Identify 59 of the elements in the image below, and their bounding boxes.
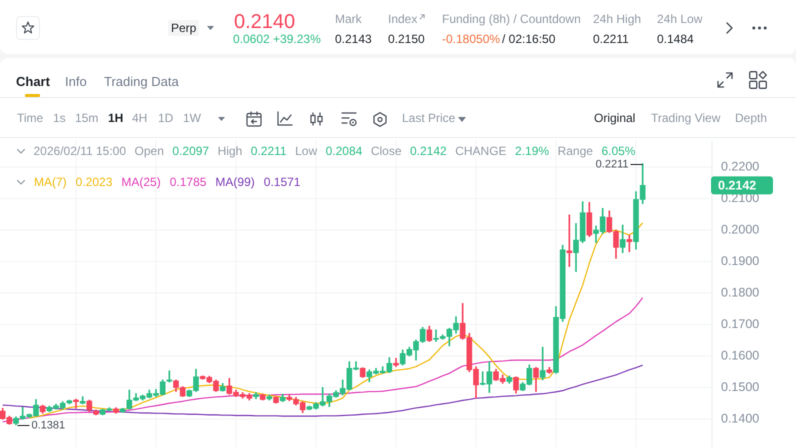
y-tick-label: 0.2200 [721, 160, 760, 174]
annotation: 0.2211 [596, 158, 628, 171]
y-tick-label: 0.1600 [721, 348, 760, 362]
text: Trading Data [104, 74, 179, 90]
text: 15m [75, 111, 98, 126]
text: MA(7) [34, 175, 67, 189]
text: 24h Low [657, 12, 702, 26]
annotation: 0.1571 [264, 175, 300, 189]
text: MA(25) [121, 175, 161, 189]
text: MA(99) [215, 175, 255, 189]
text: 0.2150 [388, 32, 425, 46]
text: Last Price [402, 111, 456, 126]
text: Chart [16, 74, 50, 90]
text: Perp [168, 20, 200, 36]
y-tick-label: 0.1400 [721, 411, 760, 426]
text: 0.2140 [234, 10, 296, 34]
annotation: Open [134, 144, 164, 158]
annotation: 0.1381 [32, 420, 66, 432]
text: 24h High [593, 12, 642, 26]
y-tick-label: 0.1800 [721, 285, 760, 300]
text: Info [65, 74, 87, 90]
text: Time [17, 111, 44, 126]
text: 0.1484 [657, 32, 694, 46]
text: 4H [132, 111, 148, 126]
text: 0.2142 [718, 178, 756, 192]
annotation: 0.2211 [250, 144, 287, 158]
annotation: 0.2097 [172, 144, 210, 158]
y-tick-label: 0.1900 [721, 254, 760, 268]
y-tick-label: 0.1700 [721, 316, 760, 331]
text: Trading View [651, 111, 720, 126]
annotation: Close [370, 144, 402, 158]
text: 0.2143 [335, 32, 372, 46]
text: Mark [335, 12, 362, 26]
text: Index [388, 12, 418, 26]
annotation: 0.2084 [326, 144, 362, 158]
text: 0.0602 +39.23% [233, 32, 321, 46]
text: Original [594, 111, 636, 126]
text: -0.18050% [442, 32, 500, 46]
annotation: 2.19% [515, 144, 550, 158]
text: Funding (8h) / Countdown [442, 12, 581, 26]
annotation: High [218, 144, 242, 158]
text: 1D [158, 111, 174, 126]
candlestick [73, 398, 79, 409]
text: 1s [53, 111, 66, 126]
annotation: 6.05% [601, 144, 636, 158]
annotation: 0.1785 [170, 175, 206, 189]
annotation: CHANGE [455, 144, 507, 158]
text: 1H [108, 111, 124, 126]
text: Depth [735, 111, 768, 126]
annotation: Low [295, 144, 318, 158]
y-tick-label: 0.1500 [721, 380, 760, 394]
annotation: 0.2023 [76, 175, 112, 189]
text: / 02:16:50 [502, 32, 556, 46]
annotation: Range [558, 144, 593, 158]
text: 0.2211 [593, 32, 629, 46]
annotation: 2026/02/11 15:00 [34, 144, 126, 158]
y-tick-label: 0.2000 [721, 222, 760, 237]
text: 1W [183, 111, 201, 126]
annotation: 0.2142 [410, 144, 447, 158]
